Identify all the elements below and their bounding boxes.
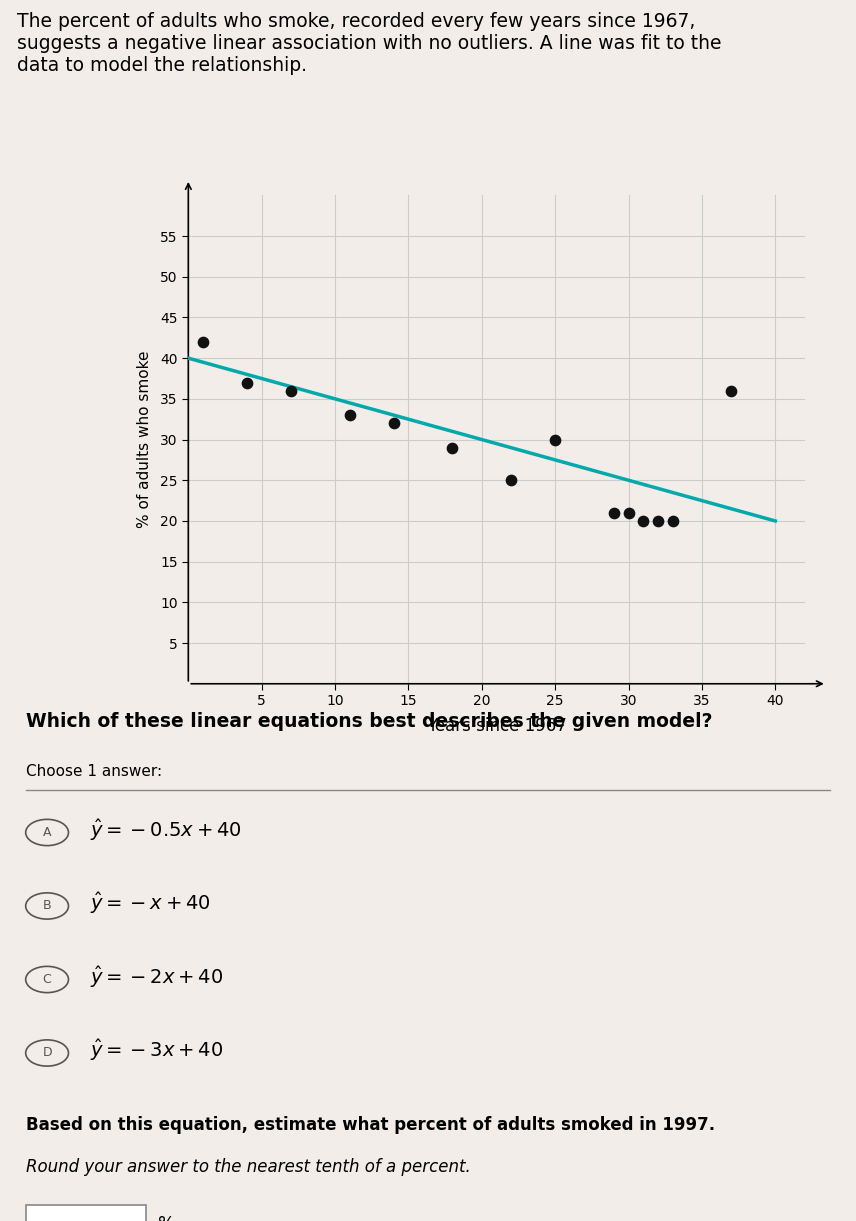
Point (446, 438, 460, 458)
Text: Round your answer to the nearest tenth of a percent.: Round your answer to the nearest tenth o… (26, 1158, 471, 1176)
Point (343, 405, 357, 425)
Text: A: A (43, 825, 51, 839)
Point (284, 381, 298, 400)
Point (636, 512, 650, 531)
Point (724, 381, 738, 400)
Text: Choose 1 answer:: Choose 1 answer: (26, 764, 162, 779)
Point (241, 372, 254, 392)
Text: Which of these linear equations best describes the given model?: Which of these linear equations best des… (26, 712, 712, 730)
Point (621, 503, 635, 523)
Text: $\hat{y} = -x + 40$: $\hat{y} = -x + 40$ (90, 890, 211, 916)
Point (196, 332, 210, 352)
Point (387, 414, 401, 433)
Text: $\hat{y} = -3x + 40$: $\hat{y} = -3x + 40$ (90, 1038, 223, 1063)
Point (549, 430, 562, 449)
Point (651, 512, 665, 531)
Text: D: D (42, 1046, 52, 1060)
Text: $\hat{y} = -0.5x + 40$: $\hat{y} = -0.5x + 40$ (90, 817, 241, 842)
Y-axis label: % of adults who smoke: % of adults who smoke (137, 350, 152, 529)
Point (666, 512, 680, 531)
Text: Based on this equation, estimate what percent of adults smoked in 1997.: Based on this equation, estimate what pe… (26, 1116, 715, 1134)
Text: C: C (43, 973, 51, 987)
FancyBboxPatch shape (26, 1205, 146, 1221)
X-axis label: Years since 1967: Years since 1967 (426, 717, 567, 735)
Point (504, 470, 518, 490)
Point (607, 503, 621, 523)
Text: %: % (158, 1215, 175, 1221)
Text: B: B (43, 900, 51, 912)
Text: The percent of adults who smoke, recorded every few years since 1967,
suggests a: The percent of adults who smoke, recorde… (17, 12, 722, 76)
Text: $\hat{y} = -2x + 40$: $\hat{y} = -2x + 40$ (90, 963, 223, 990)
